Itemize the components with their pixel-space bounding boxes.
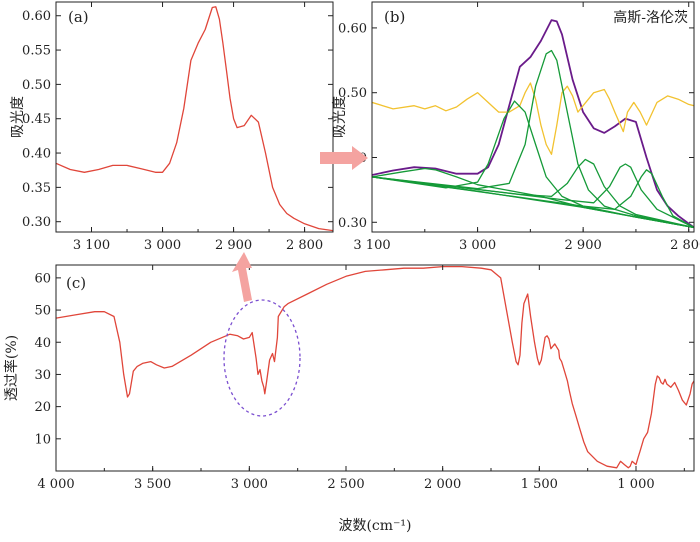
y-tick-label: 0.60 [338, 21, 367, 36]
panel-a-frame [55, 1, 334, 233]
y-tick-label: 0.30 [338, 216, 367, 231]
x-tick-label: 2 800 [670, 238, 700, 253]
y-tick-label: 0.30 [22, 215, 51, 230]
spectrum-line [56, 6, 333, 232]
x-tick-label: 2 500 [327, 477, 364, 492]
panel-c-ylabel: 透过率(%) [3, 335, 20, 401]
y-tick-label: 0.50 [22, 78, 51, 93]
x-tick-label: 3 100 [73, 238, 110, 253]
y-tick-label: 0.55 [22, 44, 51, 59]
panel-a: 3 100 3 000 2 900 2 800 0.30 0.35 0.40 0.45 0.50… [10, 1, 334, 253]
x-tick-label: 3 500 [134, 477, 171, 492]
x-tick-label: 2 800 [286, 238, 323, 253]
transmittance-line [56, 265, 694, 469]
arrow-c-to-a [232, 252, 252, 302]
panel-c-frame [55, 264, 695, 472]
arrow-a-to-b [320, 146, 368, 170]
component-line-6 [372, 169, 694, 229]
panel-c: 4 000 3 500 3 000 2 500 2 000 1 500 1 000 10 20 3… [3, 264, 695, 534]
y-tick-label: 60 [34, 271, 51, 286]
y-tick-label: 40 [34, 336, 51, 351]
annotations [223, 146, 368, 417]
panel-a-label: (a) [68, 8, 89, 26]
x-tick-label: 2 900 [565, 238, 602, 253]
y-tick-label: 0.60 [22, 9, 51, 24]
panel-a-ylabel: 吸光度 [10, 96, 26, 138]
x-tick-label: 3 100 [353, 238, 390, 253]
x-tick-label: 2 000 [424, 477, 461, 492]
y-tick-label: 0.40 [22, 147, 51, 162]
y-tick-label: 0.50 [338, 86, 367, 101]
y-tick-label: 50 [34, 304, 51, 319]
x-tick-label: 2 900 [215, 238, 252, 253]
y-tick-label: 0.35 [22, 181, 51, 196]
panel-b-ylabel: 吸光度 [332, 96, 348, 138]
y-tick-label: 10 [34, 432, 51, 447]
x-tick-label: 3 000 [459, 238, 496, 253]
y-tick-label: 0.45 [22, 112, 51, 127]
component-line-2 [372, 100, 694, 229]
component-line-4 [372, 158, 694, 229]
x-tick-label: 3 000 [231, 477, 268, 492]
x-tick-label: 1 000 [617, 477, 654, 492]
panel-c-xlabel: 波数(cm⁻¹) [338, 518, 411, 534]
panel-b-label: (b) [384, 8, 405, 26]
component-line-3 [372, 49, 694, 229]
x-tick-label: 3 000 [144, 238, 181, 253]
y-tick-label: 30 [34, 368, 51, 383]
x-tick-label: 1 500 [521, 477, 558, 492]
x-tick-label: 4 000 [37, 477, 74, 492]
highlight-ellipse [223, 299, 301, 417]
panel-b-frame [371, 1, 695, 233]
residual-line [372, 82, 694, 155]
panel-b-legend: 高斯-洛伦茨 [613, 9, 688, 26]
component-line-5 [372, 163, 694, 229]
y-tick-label: 20 [34, 400, 51, 415]
panel-c-label: (c) [66, 274, 86, 292]
